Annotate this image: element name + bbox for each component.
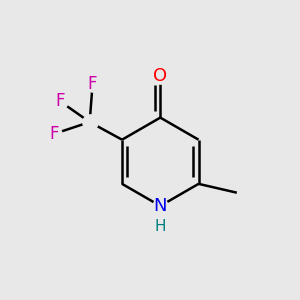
Text: O: O — [153, 68, 167, 85]
Text: H: H — [154, 219, 166, 234]
Text: N: N — [154, 197, 167, 215]
Text: F: F — [88, 75, 98, 93]
Text: F: F — [56, 92, 65, 110]
Text: F: F — [50, 125, 59, 143]
